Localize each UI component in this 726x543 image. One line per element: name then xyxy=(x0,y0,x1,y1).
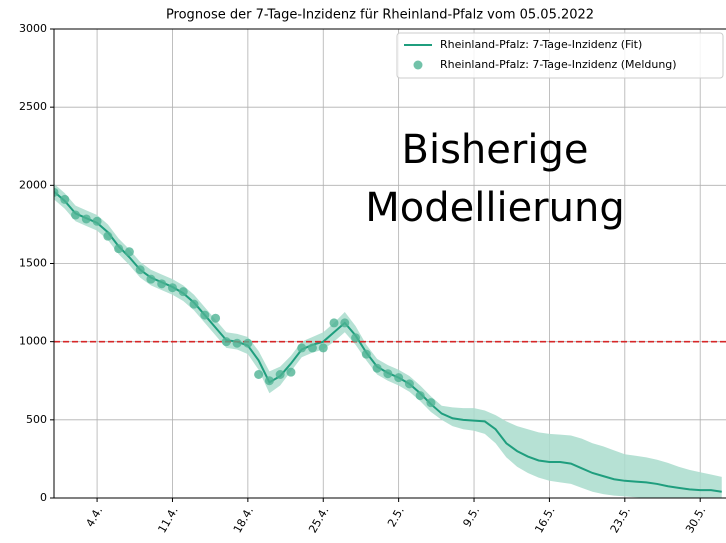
report-point xyxy=(297,343,307,353)
report-point xyxy=(426,398,436,408)
legend-label: Rheinland-Pfalz: 7-Tage-Inzidenz (Fit) xyxy=(440,38,642,51)
legend-label: Rheinland-Pfalz: 7-Tage-Inzidenz (Meldun… xyxy=(440,58,677,71)
axes-frame xyxy=(53,28,726,499)
report-point xyxy=(383,369,393,379)
report-point xyxy=(318,343,328,353)
x-tick-label: 2.5. xyxy=(385,505,407,530)
chart-title: Prognose der 7-Tage-Inzidenz für Rheinla… xyxy=(166,8,594,23)
y-tick-label: 3000 xyxy=(19,22,47,35)
report-point xyxy=(114,244,124,254)
report-point xyxy=(232,338,242,348)
report-point xyxy=(71,210,81,220)
x-tick-label: 30.5. xyxy=(683,505,708,536)
report-point xyxy=(404,379,414,389)
y-tick-label: 2000 xyxy=(19,178,47,191)
x-tick-label: 18.4. xyxy=(231,505,256,536)
report-point xyxy=(372,363,382,373)
report-point xyxy=(124,247,134,257)
report-point xyxy=(340,318,350,328)
report-point xyxy=(264,376,274,386)
y-tick-label: 500 xyxy=(26,413,47,426)
report-point xyxy=(167,283,177,293)
x-tick-label: 11.4. xyxy=(155,505,180,536)
y-tick-label: 0 xyxy=(40,491,47,504)
y-tick-label: 1500 xyxy=(19,257,47,270)
report-point xyxy=(415,391,425,401)
report-point xyxy=(92,216,102,226)
plot xyxy=(54,183,726,498)
report-point xyxy=(286,367,296,377)
y-tick-label: 2500 xyxy=(19,100,47,113)
annotation: Bisherige xyxy=(402,127,589,173)
x-tick-label: 4.4. xyxy=(84,505,106,530)
report-point xyxy=(157,279,167,289)
report-point xyxy=(211,313,221,323)
legend-box xyxy=(396,32,724,79)
report-point xyxy=(54,187,59,197)
x-tick-label: 23.5. xyxy=(608,505,633,536)
report-point xyxy=(200,310,210,320)
x-tick-label: 25.4. xyxy=(306,505,331,536)
report-point xyxy=(361,349,371,359)
report-point xyxy=(243,338,253,348)
y-tick-label: 1000 xyxy=(19,335,47,348)
report-point xyxy=(221,337,231,347)
report-point xyxy=(351,333,361,343)
confidence-band xyxy=(54,183,722,498)
report-point xyxy=(394,373,404,383)
report-point xyxy=(135,265,145,275)
report-point xyxy=(275,369,285,379)
report-point xyxy=(307,343,317,353)
report-point xyxy=(103,231,113,241)
report-point xyxy=(254,369,264,379)
report-point xyxy=(81,214,91,224)
report-point xyxy=(60,194,70,204)
report-point xyxy=(146,274,156,284)
legend-dot xyxy=(413,60,423,70)
x-tick-label: 16.5. xyxy=(532,505,557,536)
report-point xyxy=(329,318,339,328)
report-point xyxy=(178,287,188,297)
annotation: Modellierung xyxy=(365,185,624,231)
x-tick-label: 9.5. xyxy=(460,505,482,530)
report-point xyxy=(189,299,199,309)
